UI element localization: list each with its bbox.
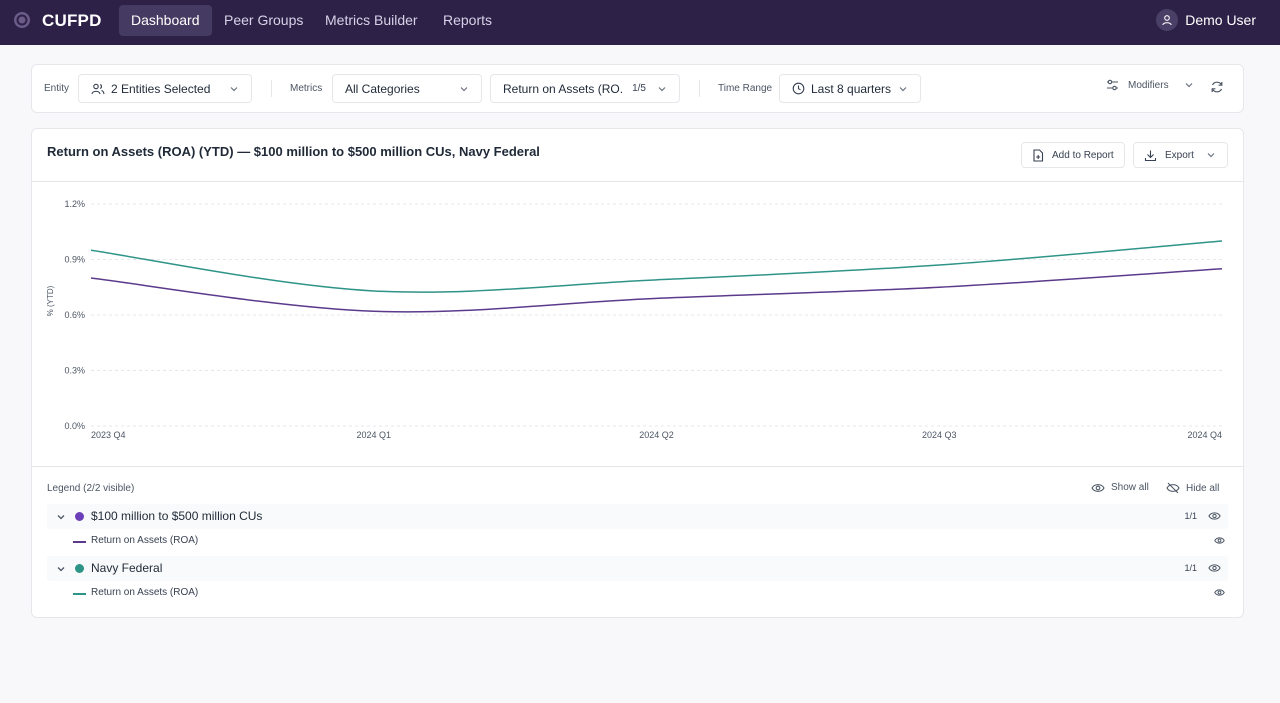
- modifiers-label: Modifiers: [1128, 79, 1169, 91]
- time-range-value: Last 8 quarters: [811, 81, 892, 96]
- hide-all-label: Hide all: [1186, 482, 1220, 494]
- legend-title: Legend (2/2 visible): [47, 483, 135, 494]
- clock-icon: [792, 82, 805, 95]
- metrics-label: Metrics: [290, 83, 323, 94]
- show-all-label: Show all: [1111, 482, 1149, 493]
- x-tick-label: 2024 Q1: [356, 430, 391, 440]
- entity-value: 2 Entities Selected: [111, 81, 211, 96]
- divider: [32, 466, 1243, 467]
- time-range-label: Time Range: [718, 83, 773, 94]
- legend-group-name: $100 million to $500 million CUs: [91, 509, 263, 523]
- chevron-down-icon: [899, 87, 907, 92]
- export-label: Export: [1165, 149, 1194, 161]
- divider: [271, 80, 272, 97]
- eye-icon[interactable]: [1214, 536, 1225, 545]
- user-name: Demo User: [1185, 12, 1256, 28]
- x-tick-label: 2023 Q4: [91, 430, 126, 440]
- legend-series-name: Return on Assets (ROA): [91, 587, 199, 598]
- y-axis-label: % (YTD): [46, 285, 55, 316]
- eye-icon: [1091, 483, 1105, 492]
- sliders-icon: [1107, 79, 1118, 91]
- entity-label: Entity: [44, 83, 70, 94]
- chevron-down-icon: [460, 87, 468, 92]
- series-color-dot: [75, 512, 84, 521]
- download-icon: [1144, 150, 1157, 161]
- export-button[interactable]: Export: [1133, 142, 1228, 168]
- nav-dashboard[interactable]: Dashboard: [119, 5, 212, 36]
- category-select[interactable]: All Categories: [332, 74, 482, 103]
- user-icon: [1156, 9, 1179, 31]
- time-range-select[interactable]: Last 8 quarters: [779, 74, 921, 103]
- y-tick-label: 0.9%: [64, 255, 85, 265]
- legend-series-item[interactable]: Return on Assets (ROA): [47, 530, 1228, 553]
- logo-icon: [14, 12, 30, 28]
- users-icon: [91, 83, 105, 94]
- visible-count: 1/1: [1184, 511, 1197, 521]
- chevron-down-icon[interactable]: [56, 564, 66, 574]
- category-value: All Categories: [345, 81, 420, 96]
- series-line-swatch: [73, 593, 86, 595]
- file-plus-icon: [1033, 148, 1044, 162]
- hide-all-button[interactable]: Hide all: [1166, 482, 1219, 494]
- eye-icon[interactable]: [1208, 563, 1221, 573]
- metric-select[interactable]: Return on Assets (RO... 1/5: [490, 74, 680, 103]
- divider: [699, 80, 700, 97]
- legend-series-name: Return on Assets (ROA): [91, 535, 199, 546]
- series-line-0: [90, 268, 1223, 313]
- chart-card: Return on Assets (ROA) (YTD) — $100 mill…: [31, 128, 1244, 618]
- chevron-down-icon: [1185, 83, 1193, 88]
- modifiers-toggle[interactable]: Modifiers: [1106, 79, 1194, 91]
- add-to-report-label: Add to Report: [1052, 149, 1114, 161]
- metric-count-badge: 1/5: [632, 83, 646, 94]
- nav-reports[interactable]: Reports: [443, 12, 493, 28]
- show-all-button[interactable]: Show all: [1091, 482, 1149, 493]
- divider: [32, 181, 1243, 182]
- top-nav: CUFPD Dashboard Peer Groups Metrics Buil…: [0, 0, 1280, 45]
- add-to-report-button[interactable]: Add to Report: [1021, 142, 1125, 168]
- nav-metrics-builder[interactable]: Metrics Builder: [325, 12, 418, 28]
- chart-title: Return on Assets (ROA) (YTD) — $100 mill…: [47, 144, 540, 159]
- eye-off-icon: [1166, 482, 1180, 494]
- series-line-swatch: [73, 541, 86, 543]
- y-tick-label: 0.0%: [64, 421, 85, 431]
- series-line-1: [90, 240, 1223, 293]
- refresh-icon[interactable]: [1210, 80, 1224, 94]
- y-tick-label: 1.2%: [64, 199, 85, 209]
- user-menu[interactable]: Demo User: [1156, 9, 1256, 31]
- legend-group-navy-federal[interactable]: Navy Federal 1/1: [47, 556, 1228, 581]
- filter-bar: Entity 2 Entities Selected Metrics All C…: [31, 64, 1244, 113]
- x-tick-label: 2024 Q3: [922, 430, 957, 440]
- chevron-down-icon: [230, 87, 238, 92]
- x-tick-label: 2024 Q2: [639, 430, 674, 440]
- metric-value: Return on Assets (RO...: [503, 81, 623, 96]
- chevron-down-icon: [1207, 153, 1215, 158]
- series-color-dot: [75, 564, 84, 573]
- eye-icon[interactable]: [1214, 588, 1225, 597]
- roa-line-chart: 1.2% 0.9% 0.6% 0.3% 0.0% % (YTD) 2023 Q4 2024 Q…: [46, 199, 1223, 440]
- y-tick-label: 0.3%: [64, 366, 85, 376]
- visible-count: 1/1: [1184, 563, 1197, 573]
- brand-name[interactable]: CUFPD: [42, 11, 102, 30]
- legend-group-name: Navy Federal: [91, 561, 163, 575]
- chevron-down-icon[interactable]: [56, 512, 66, 522]
- legend-group-cus[interactable]: $100 million to $500 million CUs 1/1: [47, 504, 1228, 529]
- x-tick-label: 2024 Q4: [1187, 430, 1222, 440]
- chevron-down-icon: [658, 87, 666, 92]
- nav-peer-groups[interactable]: Peer Groups: [224, 12, 304, 28]
- legend-series-item[interactable]: Return on Assets (ROA): [47, 582, 1228, 605]
- y-tick-label: 0.6%: [64, 310, 85, 320]
- entity-select[interactable]: 2 Entities Selected: [78, 74, 252, 103]
- eye-icon[interactable]: [1208, 511, 1221, 521]
